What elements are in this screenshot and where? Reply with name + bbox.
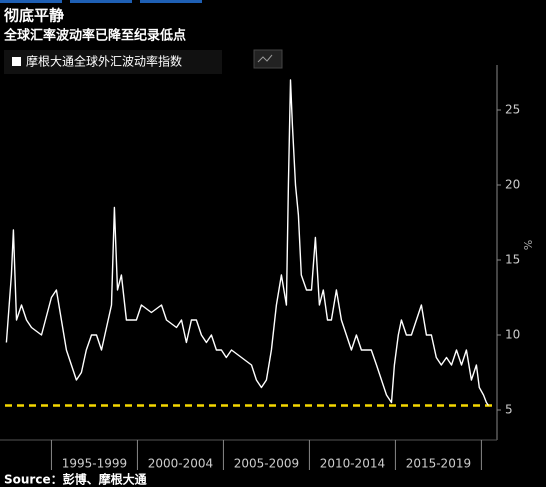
chart-type-button[interactable]: [253, 49, 283, 69]
y-tick-label: 20: [505, 178, 520, 192]
y-tick-label: 15: [505, 253, 520, 267]
y-tick-label: 5: [505, 403, 513, 417]
x-tick-label: 2005-2009: [234, 457, 299, 471]
y-tick-label: 10: [505, 328, 520, 342]
y-axis-label: %: [521, 240, 534, 250]
top-bar: [70, 0, 132, 3]
source: Source：彭博、摩根大通: [4, 472, 147, 487]
legend: [4, 50, 222, 74]
legend-label: 摩根大通全球外汇波动率指数: [26, 54, 182, 69]
chart-subtitle: 全球汇率波动率已降至纪录低点: [3, 28, 186, 44]
chart-title: 彻底平静: [3, 7, 64, 25]
x-tick-label: 2015-2019: [406, 457, 471, 471]
x-tick-label: 2000-2004: [148, 457, 213, 471]
x-tick-label: 2010-2014: [320, 457, 385, 471]
button-icon: [257, 54, 273, 63]
x-tick-label: 1995-1999: [62, 457, 127, 471]
y-tick-label: 25: [505, 103, 520, 117]
data-line: [5, 79, 490, 406]
top-bar: [140, 0, 202, 3]
top-bar: [0, 0, 62, 3]
legend-swatch: [12, 57, 21, 66]
